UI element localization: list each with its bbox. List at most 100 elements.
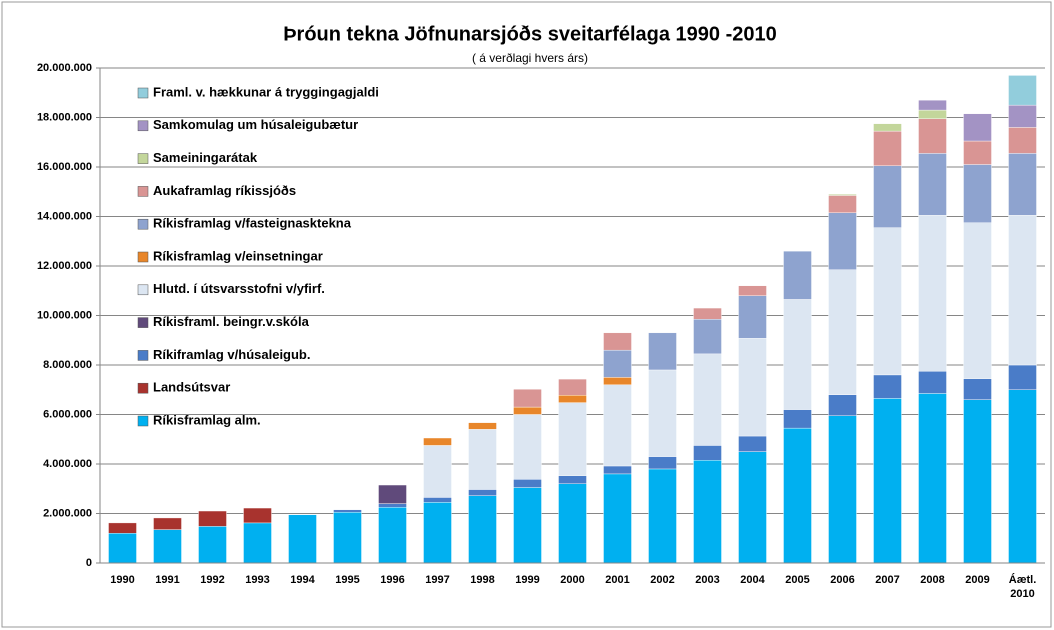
y-tick-label: 10.000.000: [37, 309, 92, 321]
x-tick-label: 2006: [830, 574, 854, 586]
x-tick-label: 2009: [965, 574, 989, 586]
x-tick-label: 1992: [200, 574, 224, 586]
bar-segment: [1008, 389, 1037, 564]
bar-segment: [513, 406, 542, 415]
bar-segment: [783, 250, 812, 300]
bar-segment: [1008, 153, 1037, 216]
bar-segment: [918, 215, 947, 372]
bar-segment: [513, 414, 542, 480]
bar-segment: [693, 460, 722, 564]
bar-segment: [423, 445, 452, 498]
y-tick-label: 16.000.000: [37, 161, 92, 173]
bar-segment: [603, 465, 632, 475]
bar-segment: [873, 123, 902, 132]
bar-segment: [333, 512, 362, 564]
bar-segment: [603, 473, 632, 564]
bar-segment: [738, 338, 767, 437]
bar-segment: [963, 399, 992, 564]
y-tick-label: 18.000.000: [37, 111, 92, 123]
bar-segment: [513, 389, 542, 408]
x-tick-label: 1997: [425, 574, 449, 586]
y-tick-label: 0: [86, 557, 92, 569]
legend-swatch: [137, 284, 149, 296]
legend-label: Ríkisframlag alm.: [153, 412, 261, 427]
bar-segment: [558, 475, 587, 485]
legend-swatch: [137, 415, 149, 427]
x-tick-label: 1990: [110, 574, 134, 586]
y-tick-label: 8.000.000: [43, 359, 92, 371]
bar-segment: [783, 427, 812, 564]
bar-segment: [918, 153, 947, 216]
bar-segment: [1008, 104, 1037, 128]
bar-segment: [423, 502, 452, 564]
bar-segment: [783, 409, 812, 429]
bar-segment: [558, 378, 587, 396]
legend-swatch: [137, 218, 149, 230]
bar-segment: [558, 402, 587, 476]
bar-segment: [738, 451, 767, 564]
bar-segment: [963, 140, 992, 165]
bar-segment: [648, 468, 677, 564]
bar-segment: [378, 507, 407, 564]
bar-segment: [738, 295, 767, 339]
bar-segment: [423, 497, 452, 503]
bar-segment: [693, 445, 722, 461]
bar-segment: [198, 510, 227, 527]
bar-segment: [243, 522, 272, 564]
x-tick-label: 2000: [560, 574, 584, 586]
bar-segment: [648, 456, 677, 470]
bar-segment: [513, 487, 542, 564]
bar-segment: [243, 507, 272, 524]
x-tick-label: 1999: [515, 574, 539, 586]
legend-label: Ríkisframl. beingr.v.skóla: [153, 314, 310, 329]
legend-swatch: [137, 186, 149, 197]
chart-subtitle: ( á verðlagi hvers árs): [472, 51, 588, 65]
bar-segment: [1008, 215, 1037, 366]
bar-segment: [738, 285, 767, 296]
legend-label: Aukaframlag ríkissjóðs: [153, 183, 296, 198]
bar-segment: [108, 522, 137, 534]
bar-segment: [873, 398, 902, 564]
bar-segment: [468, 489, 497, 496]
bar-segment: [558, 394, 587, 403]
bar-segment: [558, 483, 587, 564]
bar-segment: [963, 222, 992, 379]
bar-segment: [738, 435, 767, 452]
x-tick-label: 1993: [245, 574, 269, 586]
legend-swatch: [137, 251, 149, 263]
bar-segment: [873, 165, 902, 228]
x-tick-label: 2003: [695, 574, 719, 586]
x-tick-label: 1996: [380, 574, 404, 586]
bar-segment: [603, 332, 632, 351]
bar-segment: [873, 374, 902, 399]
bar-segment: [423, 437, 452, 446]
bar-segment: [783, 299, 812, 410]
legend-label: Landsútsvar: [153, 380, 230, 395]
bar-segment: [918, 109, 947, 119]
bar-segment: [918, 370, 947, 394]
bar-segment: [468, 422, 497, 430]
legend-label: Ríkisframlag v/einsetningar: [153, 248, 323, 263]
bar-segment: [918, 118, 947, 154]
bar-segment: [918, 393, 947, 564]
x-tick-label: 1991: [155, 574, 179, 586]
bar-segment: [333, 509, 362, 513]
bar-segment: [378, 484, 407, 504]
bar-segment: [603, 377, 632, 386]
bar-segment: [828, 194, 857, 196]
bar-segment: [963, 164, 992, 223]
legend-swatch: [137, 153, 149, 164]
y-tick-label: 6.000.000: [43, 408, 92, 420]
legend-label: Ríkiframlag v/húsaleigub.: [153, 347, 311, 362]
bar-segment: [963, 113, 992, 142]
bar-segment: [603, 349, 632, 378]
bar-segment: [828, 212, 857, 270]
bar-segment: [693, 319, 722, 355]
chart-title: Þróun tekna Jöfnunarsjóðs sveitarfélaga …: [283, 23, 777, 45]
bar-segment: [468, 495, 497, 564]
bar-segment: [918, 99, 947, 111]
bar-segment: [963, 378, 992, 400]
y-tick-label: 2.000.000: [43, 507, 92, 519]
legend-label: Framl. v. hækkunar á tryggingagjaldi: [153, 84, 379, 99]
